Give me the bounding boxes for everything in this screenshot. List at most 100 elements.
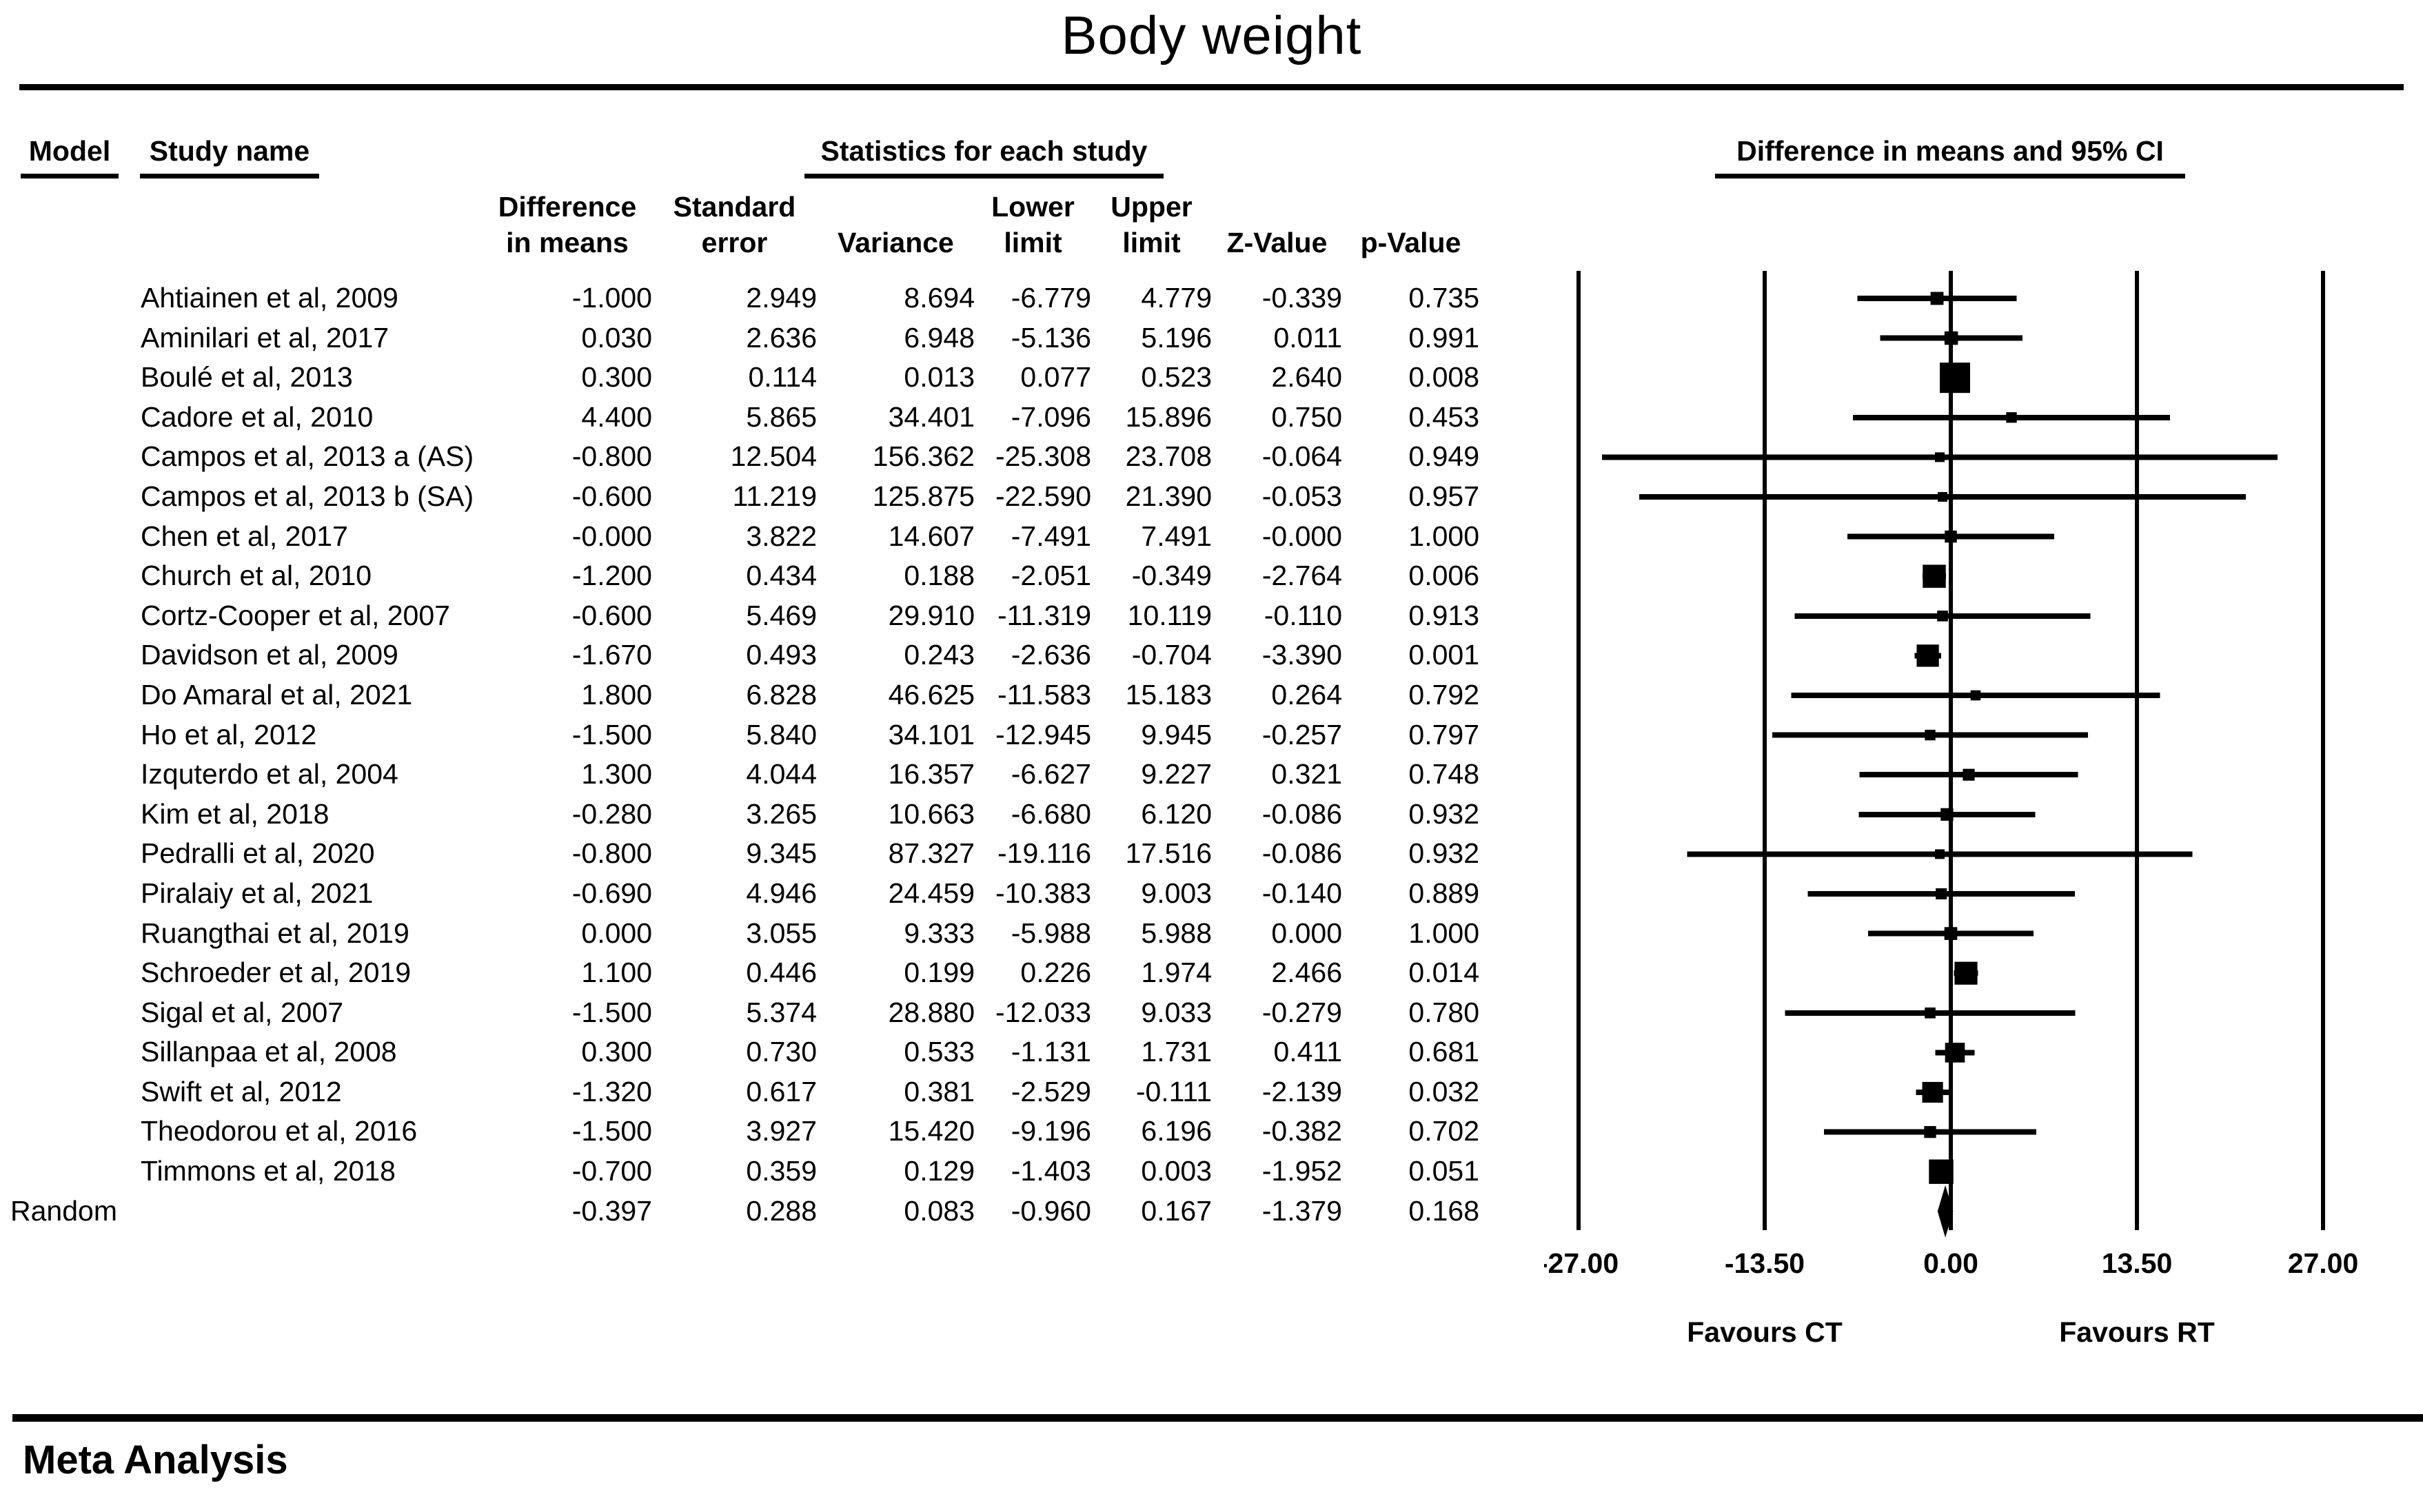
- se-cell: 5.865: [746, 400, 817, 433]
- study-name-cell: Campos et al, 2013 b (SA): [141, 480, 474, 512]
- model-cell: [0, 556, 141, 596]
- column-header-upper-limit: Upper limit: [1091, 181, 1212, 260]
- model-cell: [0, 318, 141, 358]
- model-cell: [0, 1072, 141, 1112]
- model-cell: [0, 715, 141, 755]
- study-table-rows: Ahtiainen et al, 2009 -1.000 2.949 8.694 -6.…: [0, 278, 1479, 1231]
- model-cell: Random: [10, 1194, 117, 1227]
- effect-square: [1929, 1159, 1954, 1184]
- model-column-header: Model: [21, 135, 119, 178]
- diff-cell: 1.800: [581, 678, 652, 711]
- study-name-cell: Cadore et al, 2010: [141, 400, 374, 433]
- variance-cell: 0.381: [904, 1075, 975, 1107]
- variance-cell: 0.243: [904, 639, 975, 671]
- variance-cell: 34.401: [888, 400, 975, 433]
- z-cell: -2.764: [1261, 560, 1342, 592]
- axis-tick-label: -27.00: [1544, 1247, 1619, 1279]
- se-cell: 6.828: [746, 678, 817, 711]
- diff-cell: -0.600: [571, 599, 652, 631]
- study-name-cell: Chen et al, 2017: [141, 520, 348, 552]
- column-header-line: Upper: [1111, 191, 1193, 223]
- z-cell: 0.011: [1273, 321, 1342, 354]
- lower-cell: -6.779: [1011, 282, 1091, 314]
- p-cell: 0.008: [1408, 361, 1479, 394]
- lower-cell: 0.077: [1020, 361, 1091, 394]
- model-cell: [0, 1112, 141, 1152]
- table-row: Ahtiainen et al, 2009 -1.000 2.949 8.694 -6.…: [0, 278, 1479, 318]
- study-name-cell: Ahtiainen et al, 2009: [141, 282, 398, 314]
- table-row: Schroeder et al, 2019 1.100 0.446 0.199 0.22…: [0, 953, 1479, 993]
- variance-cell: 14.607: [888, 520, 975, 552]
- diff-cell: -0.800: [571, 440, 652, 473]
- effect-square: [1925, 1007, 1936, 1019]
- se-cell: 4.044: [746, 758, 817, 790]
- variance-cell: 156.362: [872, 440, 975, 473]
- lower-cell: -11.583: [997, 678, 1091, 711]
- variance-cell: 0.013: [904, 361, 975, 394]
- study-name-cell: Do Amaral et al, 2021: [141, 678, 413, 711]
- column-header-lower-limit: Lower limit: [975, 181, 1091, 260]
- effect-square: [1944, 331, 1958, 345]
- variance-cell: 34.101: [888, 718, 975, 750]
- table-row: Ruangthai et al, 2019 0.000 3.055 9.333 -5.9…: [0, 914, 1479, 954]
- table-row: Swift et al, 2012 -1.320 0.617 0.381 -2.529 -…: [0, 1072, 1479, 1112]
- z-cell: 0.411: [1273, 1036, 1342, 1068]
- upper-cell: 1.731: [1141, 1036, 1212, 1068]
- model-cell: [0, 596, 141, 636]
- variance-cell: 10.663: [888, 797, 975, 830]
- p-cell: 0.797: [1408, 718, 1479, 750]
- lower-cell: -1.403: [1011, 1155, 1091, 1187]
- study-name-cell: Campos et al, 2013 a (AS): [141, 440, 474, 473]
- variance-cell: 9.333: [904, 917, 975, 949]
- z-cell: -0.086: [1261, 837, 1342, 870]
- study-name-cell: Sigal et al, 2007: [141, 996, 344, 1028]
- upper-cell: 6.120: [1141, 797, 1212, 830]
- table-row: Ho et al, 2012 -1.500 5.840 34.101 -12.945 9.…: [0, 715, 1479, 755]
- table-row: Do Amaral et al, 2021 1.800 6.828 46.625 -11…: [0, 675, 1479, 715]
- model-cell: [0, 517, 141, 557]
- diff-cell: -0.690: [571, 877, 652, 909]
- model-cell: [0, 635, 141, 675]
- p-cell: 0.681: [1408, 1036, 1479, 1068]
- se-cell: 5.840: [746, 718, 817, 750]
- upper-cell: 9.945: [1141, 718, 1212, 750]
- axis-tick-label: 0.00: [1923, 1247, 1978, 1279]
- se-cell: 12.504: [730, 440, 817, 473]
- se-cell: 0.434: [746, 560, 817, 592]
- study-name-column-header: Study name: [140, 135, 319, 178]
- z-cell: -0.339: [1261, 282, 1342, 314]
- stats-section-header: Statistics for each study: [804, 135, 1164, 178]
- model-cell: [0, 755, 141, 795]
- z-cell: -0.140: [1261, 877, 1342, 909]
- upper-cell: -0.349: [1131, 560, 1212, 592]
- diff-cell: -0.000: [571, 520, 652, 552]
- table-row: Sillanpaa et al, 2008 0.300 0.730 0.533 -1.1…: [0, 1032, 1479, 1072]
- se-cell: 0.730: [746, 1036, 817, 1068]
- model-cell: [0, 1152, 141, 1192]
- effect-square: [1944, 927, 1958, 940]
- upper-cell: 0.167: [1141, 1194, 1212, 1227]
- p-cell: 1.000: [1408, 520, 1479, 552]
- upper-cell: 0.003: [1141, 1155, 1212, 1187]
- se-cell: 0.493: [746, 639, 817, 671]
- effect-square: [1930, 292, 1944, 305]
- variance-cell: 8.694: [904, 282, 975, 314]
- effect-square: [1970, 690, 1981, 701]
- upper-cell: 0.523: [1141, 361, 1212, 394]
- study-name-cell: Aminilari et al, 2017: [141, 321, 389, 354]
- z-cell: -2.139: [1261, 1075, 1342, 1107]
- p-cell: 0.780: [1408, 996, 1479, 1028]
- p-cell: 0.702: [1408, 1115, 1479, 1147]
- z-cell: -0.257: [1261, 718, 1342, 750]
- study-name-cell: Schroeder et al, 2019: [141, 957, 412, 989]
- effect-square: [1940, 808, 1954, 821]
- lower-cell: -7.096: [1011, 400, 1091, 433]
- se-cell: 4.946: [746, 877, 817, 909]
- se-cell: 0.446: [746, 957, 817, 989]
- se-cell: 11.219: [732, 480, 817, 512]
- bottom-rule: [12, 1414, 2423, 1422]
- effect-square: [1940, 362, 1970, 394]
- table-row: Theodorou et al, 2016 -1.500 3.927 15.420 -9…: [0, 1112, 1479, 1152]
- p-cell: 0.001: [1408, 639, 1479, 671]
- column-header-line: limit: [1004, 227, 1062, 258]
